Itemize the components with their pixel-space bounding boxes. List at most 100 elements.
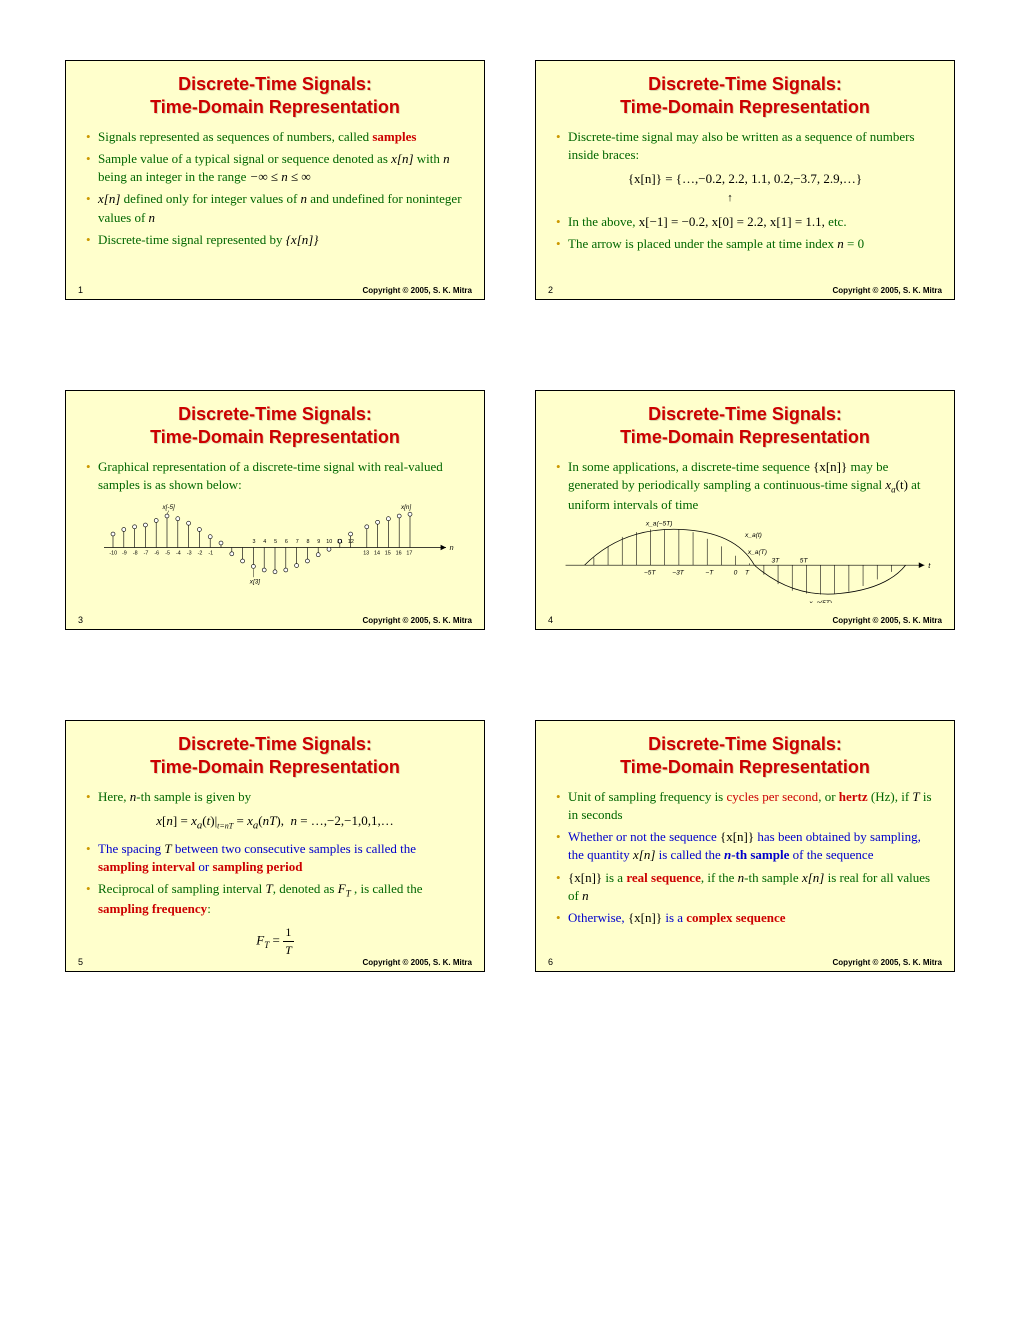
sample-plot: t −5T−3T−T 0T3T 5T x_a(−5T) x_ [555, 518, 935, 603]
text: Here, [98, 789, 130, 804]
text: , denoted as [273, 881, 338, 896]
svg-text:-6: -6 [154, 551, 159, 557]
slide-5: Discrete-Time Signals: Time-Domain Repre… [65, 720, 485, 972]
svg-text:x_a(t): x_a(t) [744, 532, 762, 539]
math: {x[n]} [720, 829, 754, 844]
svg-text:15: 15 [385, 551, 391, 557]
bullet: • Sample value of a typical signal or se… [84, 150, 466, 186]
title-line2: Time-Domain Representation [84, 426, 466, 449]
title-line2: Time-Domain Representation [554, 96, 936, 119]
math: T [164, 841, 171, 856]
slide-title: Discrete-Time Signals: Time-Domain Repre… [84, 73, 466, 120]
svg-text:−5T: −5T [644, 570, 657, 577]
text: Whether or not the sequence [568, 829, 720, 844]
slide-number: 5 [78, 957, 83, 967]
math: x[n] [98, 191, 120, 206]
svg-text:11: 11 [337, 539, 343, 545]
text: -th sample is given by [136, 789, 251, 804]
math: {x[n]} [813, 459, 847, 474]
equation: FT = 1T [84, 924, 466, 959]
text: Graphical representation of a discrete-t… [98, 459, 443, 492]
math: n [582, 888, 589, 903]
bullet: • Signals represented as sequences of nu… [84, 128, 466, 146]
text: The arrow is placed under the sample at … [568, 236, 837, 251]
text: Otherwise, [568, 910, 628, 925]
copyright: Copyright © 2005, S. K. Mitra [833, 286, 942, 295]
svg-text:-10: -10 [109, 551, 117, 557]
text: is called the [655, 847, 724, 862]
frac-num: 1 [283, 924, 294, 942]
math: T [912, 789, 919, 804]
text: = 0 [844, 236, 864, 251]
text: with [414, 151, 444, 166]
math: T [266, 881, 273, 896]
text: defined only for integer values of [120, 191, 300, 206]
svg-text:x[3]: x[3] [249, 579, 260, 586]
text: is a [662, 910, 686, 925]
equation: {x[n]} = {…,−0.2, 2.2, 1.1, 0.2,−3.7, 2.… [554, 170, 936, 207]
math: x[n] [633, 847, 655, 862]
arrow: ↑ [727, 191, 733, 206]
svg-text:5T: 5T [800, 558, 809, 565]
text: being an integer in the range [98, 169, 250, 184]
svg-text:6: 6 [285, 539, 288, 545]
emphasis: sampling frequency [98, 901, 207, 916]
text: Signals represented as sequences of numb… [98, 129, 372, 144]
text: or [195, 859, 212, 874]
text: (Hz), if [868, 789, 913, 804]
math: n [149, 210, 156, 225]
text: etc. [828, 214, 846, 229]
math: x[n] [802, 870, 824, 885]
equation: x[n] = xa(t)|t=nT = xa(nT), n = …,−2,−1,… [84, 812, 466, 834]
svg-text:T: T [745, 570, 750, 577]
text: Discrete-time signal represented by [98, 232, 286, 247]
svg-text:x_a(5T): x_a(5T) [808, 600, 832, 603]
svg-text:t: t [928, 561, 931, 570]
math: n [443, 151, 450, 166]
text: The spacing [98, 841, 164, 856]
title-line1: Discrete-Time Signals: [648, 404, 842, 424]
title-line2: Time-Domain Representation [84, 756, 466, 779]
emphasis: cycles per second [727, 789, 819, 804]
svg-text:8: 8 [307, 539, 310, 545]
slide-4: Discrete-Time Signals: Time-Domain Repre… [535, 390, 955, 630]
eq-eq: = [269, 933, 283, 948]
emphasis: real sequence [626, 870, 701, 885]
bullet-list: • Unit of sampling frequency is cycles p… [554, 788, 936, 927]
title-line2: Time-Domain Representation [84, 96, 466, 119]
math: F [338, 881, 346, 896]
svg-text:x_a(−5T): x_a(−5T) [645, 521, 673, 528]
svg-text:0: 0 [734, 570, 738, 577]
bullet: • {x[n]} is a real sequence, if the n-th… [554, 869, 936, 905]
bullet: • The spacing T between two consecutive … [84, 840, 466, 876]
svg-text:−3T: −3T [672, 570, 685, 577]
slide-number: 4 [548, 615, 553, 625]
svg-text:-2: -2 [198, 551, 203, 557]
svg-text:17: 17 [406, 551, 412, 557]
text: -th sample [744, 870, 802, 885]
text: , is called the [351, 881, 423, 896]
title-line1: Discrete-Time Signals: [178, 74, 372, 94]
math: {x[n]} [286, 232, 319, 247]
title-line1: Discrete-Time Signals: [178, 404, 372, 424]
slide-grid: Discrete-Time Signals: Time-Domain Repre… [40, 60, 980, 972]
slide-title: Discrete-Time Signals: Time-Domain Repre… [554, 73, 936, 120]
bullet: • In some applications, a discrete-time … [554, 458, 936, 515]
emphasis: sampling interval [98, 859, 195, 874]
math: {x[n]} [568, 870, 602, 885]
svg-text:12: 12 [348, 539, 354, 545]
title-line2: Time-Domain Representation [554, 756, 936, 779]
bullet: • Discrete-time signal may also be writt… [554, 128, 936, 164]
text: Unit of sampling frequency is [568, 789, 727, 804]
emphasis: sampling period [213, 859, 303, 874]
svg-text:x_a(T): x_a(T) [747, 549, 767, 556]
slide-2: Discrete-Time Signals: Time-Domain Repre… [535, 60, 955, 300]
text: Discrete-time signal may also be written… [568, 129, 915, 162]
copyright: Copyright © 2005, S. K. Mitra [833, 958, 942, 967]
math: x[−1] = −0.2, x[0] = 2.2, [639, 214, 770, 229]
math: {x[n]} [628, 910, 662, 925]
svg-text:-9: -9 [122, 551, 127, 557]
copyright: Copyright © 2005, S. K. Mitra [833, 616, 942, 625]
text: of the sequence [789, 847, 873, 862]
svg-text:-4: -4 [176, 551, 181, 557]
